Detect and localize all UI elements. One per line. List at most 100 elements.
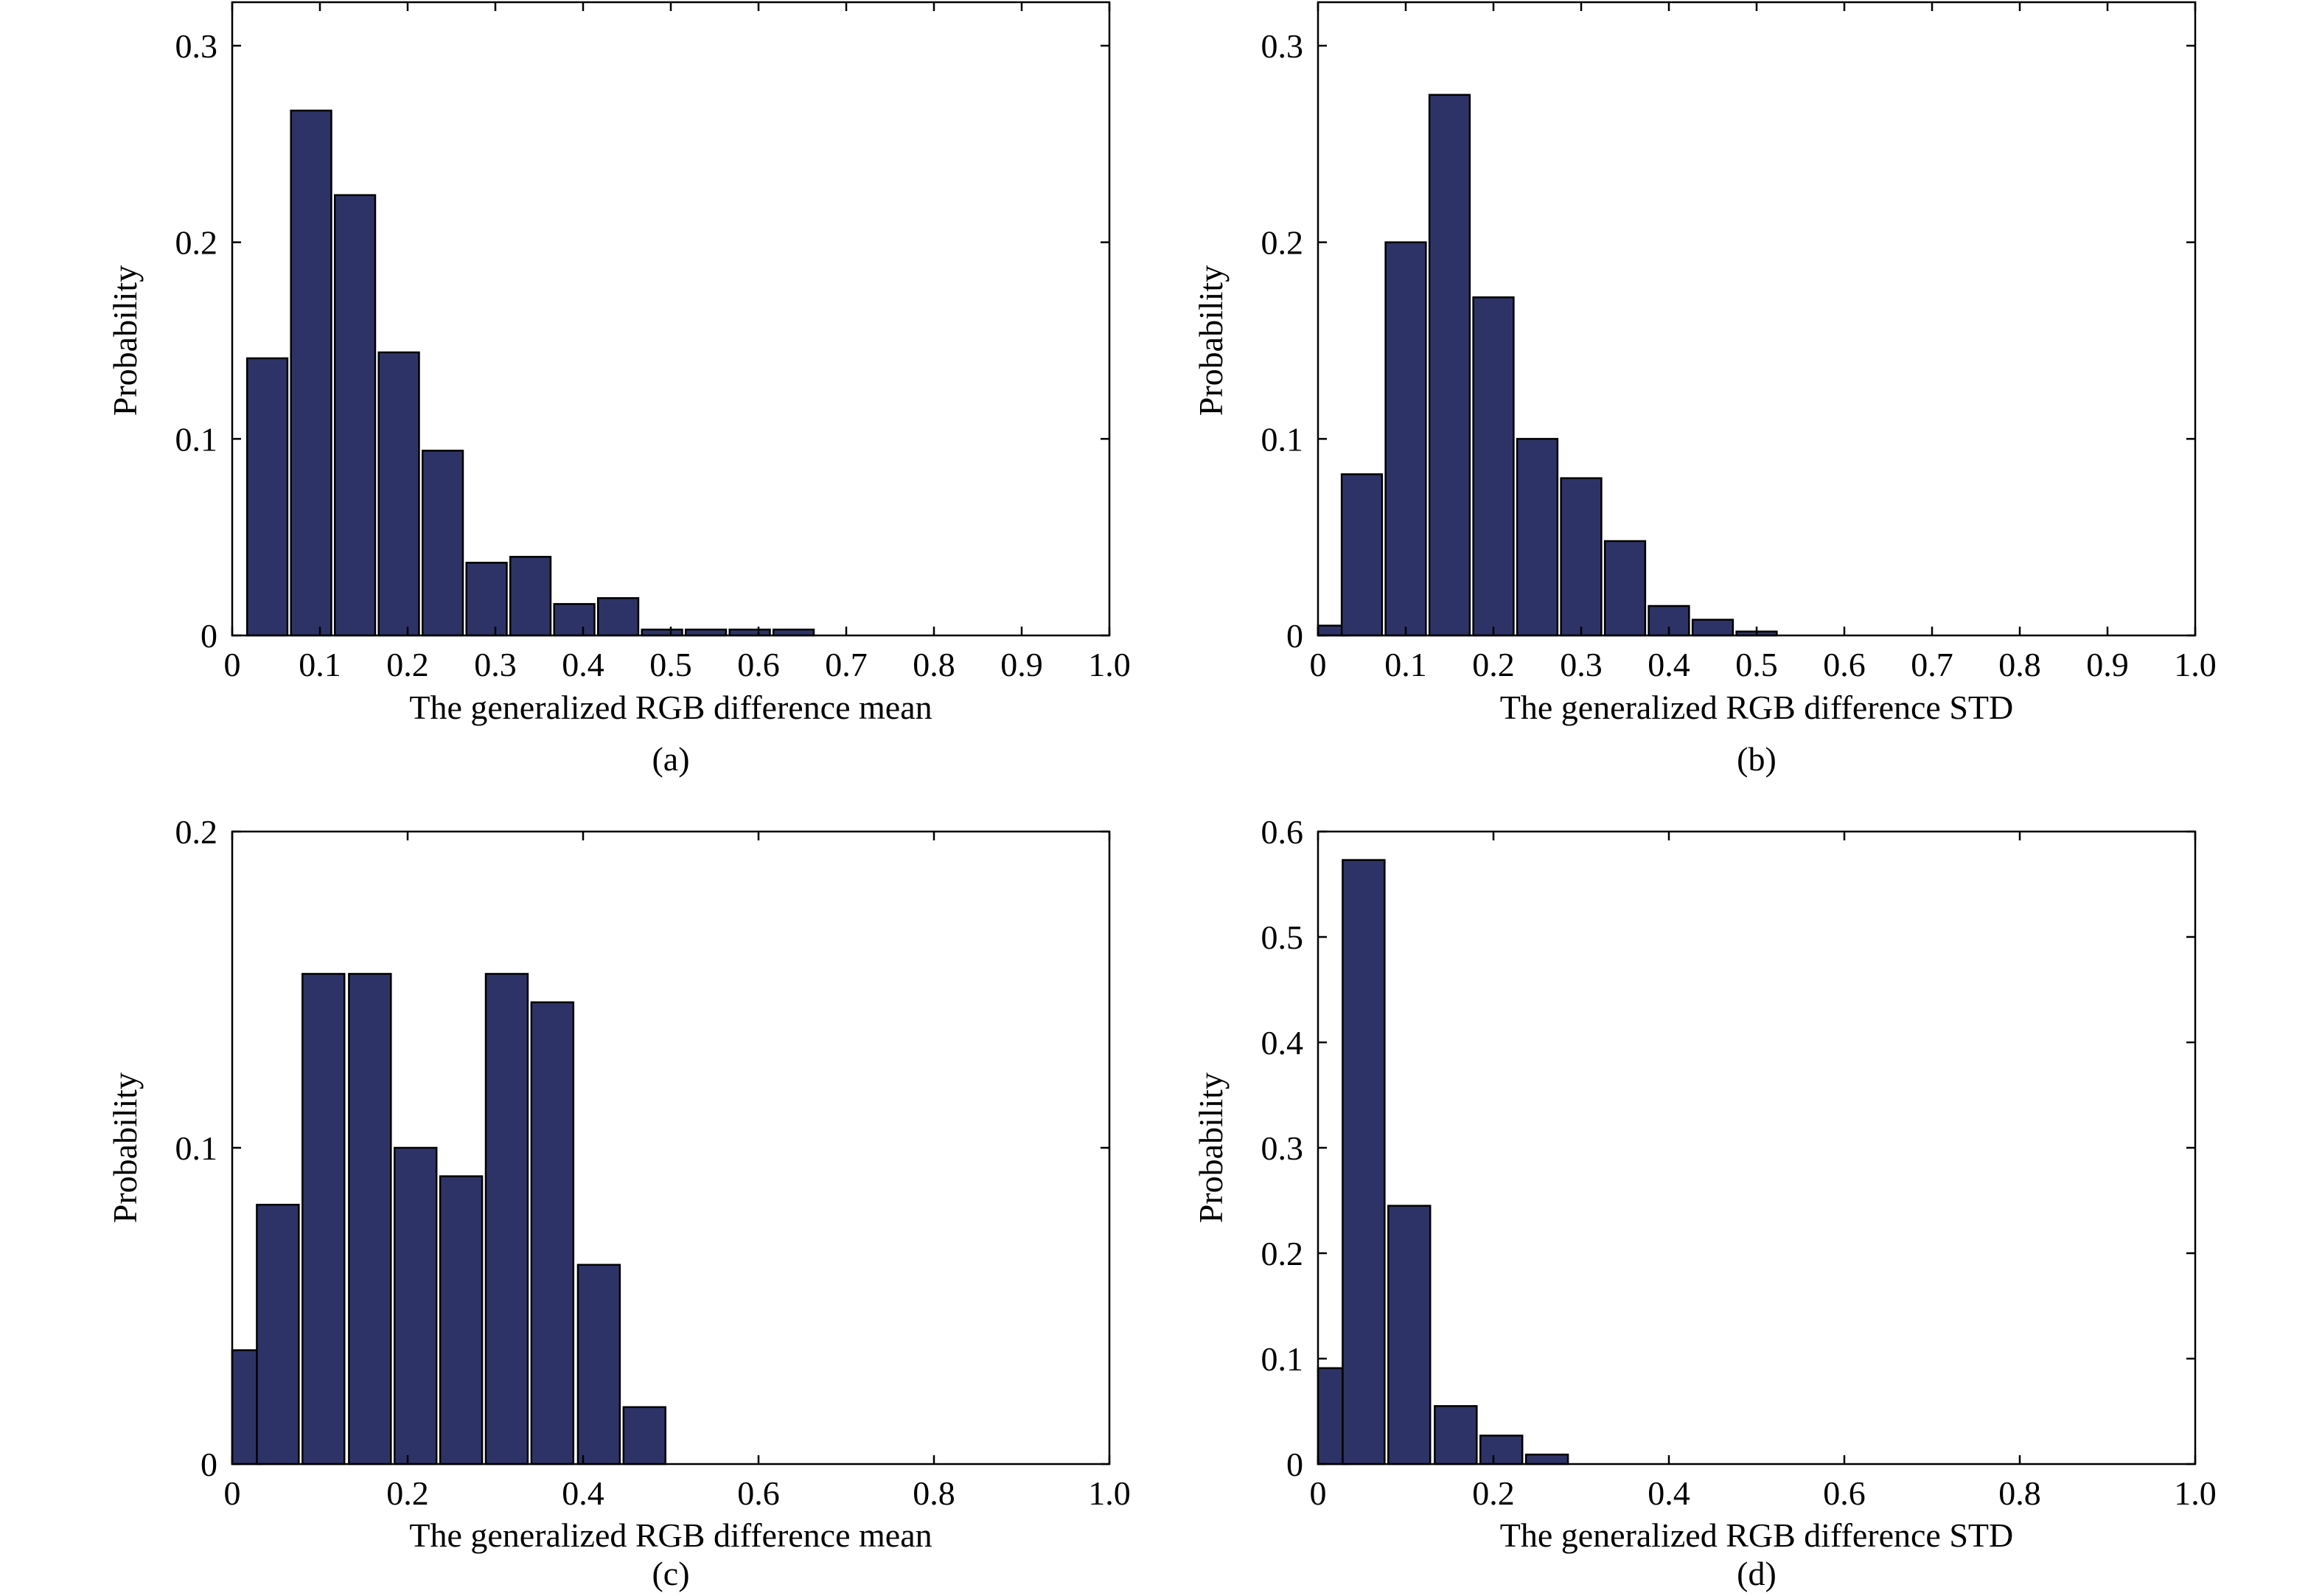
x-axis-label: The generalized RGB difference mean [409, 1516, 932, 1554]
y-tick-label: 0.6 [1261, 813, 1304, 851]
y-tick-label: 0.5 [1261, 919, 1304, 956]
x-tick-label: 0.8 [1998, 1474, 2041, 1512]
y-tick-label: 0 [1286, 617, 1303, 655]
x-tick-label: 0.1 [299, 646, 341, 683]
bar-5 [439, 1175, 484, 1466]
bar-7 [530, 1001, 575, 1466]
x-tick-label: 0.4 [1648, 1474, 1690, 1512]
bar-4 [1479, 1435, 1524, 1466]
x-tick-label: 0.2 [1472, 646, 1515, 683]
x-tick-label: 1.0 [1088, 1474, 1131, 1512]
bar-3 [377, 351, 420, 637]
x-tick-label: 0.8 [913, 1474, 955, 1512]
x-tick-label: 0.6 [737, 1474, 780, 1512]
bar-2 [301, 972, 346, 1466]
panel-label: (a) [652, 740, 689, 778]
x-tick-label: 0.6 [1823, 1474, 1866, 1512]
y-axis-label: Probability [106, 1073, 144, 1223]
x-tick-label: 0 [224, 646, 241, 683]
x-tick-label: 1.0 [1088, 646, 1131, 683]
y-tick-label: 0.1 [175, 1129, 218, 1167]
y-tick-label: 0.1 [1261, 420, 1304, 458]
y-tick-label: 0.3 [175, 27, 218, 65]
bar-6 [484, 972, 529, 1466]
x-tick-label: 0 [1310, 646, 1327, 683]
x-tick-label: 0.9 [2086, 646, 2129, 683]
panel-label: (c) [652, 1555, 689, 1592]
x-tick-label: 0.5 [1735, 646, 1778, 683]
y-axis-label: Probability [1192, 265, 1230, 416]
bar-8 [596, 597, 640, 637]
x-tick-label: 0.9 [1000, 646, 1043, 683]
bar-2 [333, 194, 377, 637]
bar-1 [1340, 473, 1384, 637]
x-tick-label: 0.1 [1384, 646, 1427, 683]
y-tick-label: 0.3 [1261, 27, 1304, 65]
bar-7 [553, 603, 596, 637]
bar-4 [393, 1146, 438, 1466]
bar-9 [622, 1406, 667, 1466]
y-tick-label: 0 [201, 617, 217, 655]
y-tick-label: 0 [201, 1446, 217, 1483]
bar-5 [1524, 1453, 1569, 1466]
bar-3 [1428, 94, 1471, 637]
bar-6 [509, 556, 552, 637]
bar-1 [256, 1203, 300, 1466]
bar-3 [348, 972, 392, 1466]
x-tick-label: 0.3 [1560, 646, 1603, 683]
bar-8 [576, 1264, 621, 1466]
y-tick-label: 0.3 [1261, 1129, 1304, 1167]
x-tick-label: 0.7 [1911, 646, 1953, 683]
x-tick-label: 0.2 [1472, 1474, 1515, 1512]
bar-6 [1560, 477, 1603, 637]
chart-panel-b: 0 0.1 0.2 0.3 0.4 0.5 0.6 0.7 0.8 0.9 1.0 0 0.1 0.2 0.… [1192, 1, 2217, 778]
y-tick-label: 0.2 [1261, 224, 1304, 262]
panel-label: (b) [1737, 740, 1777, 778]
bar-1 [290, 109, 332, 637]
chart-panel-d: 0 0.2 0.4 0.6 0.8 1.0 0 0.1 0.2 0.3 0.4 0.5 0.6 The g… [1192, 813, 2217, 1592]
x-axis-label: The generalized RGB difference STD [1500, 689, 2014, 726]
chart-panel-a: 0 0.1 0.2 0.3 0.4 0.5 0.6 0.7 0.8 0.9 1.0 0 0.1 0.2 0.… [106, 1, 1131, 778]
y-tick-label: 0.1 [1261, 1340, 1304, 1378]
bar-4 [421, 450, 464, 637]
bar-5 [1516, 438, 1559, 637]
bar-0 [245, 357, 289, 637]
x-tick-label: 0.2 [386, 646, 429, 683]
bar-5 [465, 562, 508, 637]
x-tick-label: 0.6 [737, 646, 780, 683]
bar-7 [1603, 540, 1647, 637]
y-axis-label: Probability [106, 265, 144, 416]
y-tick-label: 0.4 [1261, 1024, 1304, 1062]
x-axis-label: The generalized RGB difference STD [1500, 1516, 2014, 1554]
y-tick-label: 0 [1286, 1446, 1303, 1483]
x-tick-label: 0.4 [562, 646, 604, 683]
x-tick-label: 0.4 [1648, 646, 1690, 683]
bar-3 [1434, 1405, 1478, 1466]
x-tick-label: 0.4 [562, 1474, 604, 1512]
x-tick-label: 0.2 [386, 1474, 429, 1512]
x-tick-label: 0 [1310, 1474, 1327, 1512]
y-tick-label: 0.2 [1261, 1235, 1304, 1272]
x-tick-label: 0.8 [913, 646, 955, 683]
y-tick-label: 0.1 [175, 420, 218, 458]
x-tick-label: 0 [224, 1474, 241, 1512]
bar-1 [1342, 859, 1386, 1466]
chart-panel-c: 0 0.2 0.4 0.6 0.8 1.0 0 0.1 0.2 The generalized R… [106, 813, 1131, 1592]
panel-label: (d) [1737, 1555, 1777, 1592]
x-tick-label: 0.8 [1998, 646, 2041, 683]
x-tick-label: 0.6 [1823, 646, 1866, 683]
x-axis-label: The generalized RGB difference mean [409, 689, 932, 726]
y-tick-label: 0.2 [175, 224, 218, 262]
axes-box [1317, 830, 2197, 1466]
x-tick-label: 1.0 [2174, 1474, 2217, 1512]
bar-2 [1387, 1205, 1432, 1466]
bar-9 [1691, 618, 1734, 637]
x-tick-label: 1.0 [2174, 646, 2217, 683]
y-tick-label: 0.2 [175, 813, 218, 851]
bar-2 [1384, 241, 1427, 637]
x-tick-label: 0.5 [649, 646, 692, 683]
y-axis-label: Probability [1192, 1073, 1230, 1223]
bar-4 [1472, 296, 1515, 637]
x-tick-label: 0.7 [825, 646, 868, 683]
